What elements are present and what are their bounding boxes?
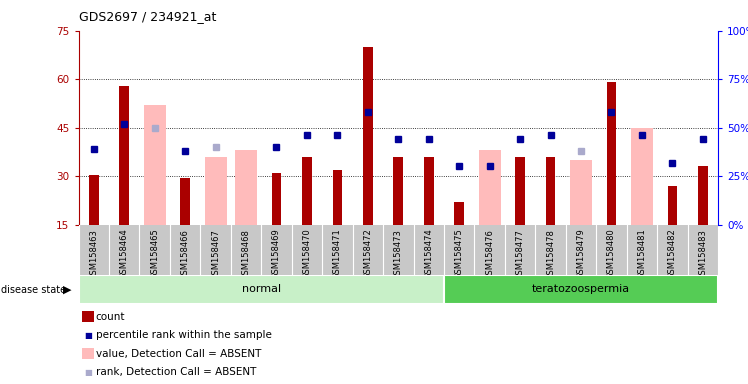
- Text: GDS2697 / 234921_at: GDS2697 / 234921_at: [79, 10, 216, 23]
- Bar: [180, 178, 190, 225]
- Bar: [333, 170, 343, 225]
- Text: GSM158482: GSM158482: [668, 228, 677, 280]
- Text: GSM158473: GSM158473: [393, 228, 403, 280]
- Text: teratozoospermia: teratozoospermia: [532, 284, 630, 295]
- Text: value, Detection Call = ABSENT: value, Detection Call = ABSENT: [96, 349, 261, 359]
- Text: GSM158466: GSM158466: [180, 228, 190, 280]
- Text: GSM158475: GSM158475: [455, 228, 464, 280]
- Bar: [631, 128, 653, 225]
- Bar: [479, 150, 500, 225]
- Text: GSM158464: GSM158464: [120, 228, 129, 280]
- Text: GSM158465: GSM158465: [150, 228, 159, 280]
- Text: GSM158483: GSM158483: [699, 228, 708, 280]
- Text: percentile rank within the sample: percentile rank within the sample: [96, 330, 272, 340]
- Text: normal: normal: [242, 284, 280, 295]
- Bar: [546, 157, 556, 225]
- Bar: [570, 160, 592, 225]
- Text: GSM158479: GSM158479: [577, 228, 586, 280]
- Bar: [515, 157, 525, 225]
- Bar: [363, 47, 373, 225]
- Text: ■: ■: [84, 331, 92, 340]
- Bar: [302, 157, 312, 225]
- Bar: [120, 86, 129, 225]
- Text: GSM158468: GSM158468: [242, 228, 251, 280]
- Text: count: count: [96, 312, 125, 322]
- Text: GSM158480: GSM158480: [607, 228, 616, 280]
- Text: GSM158476: GSM158476: [485, 228, 494, 280]
- Text: GSM158471: GSM158471: [333, 228, 342, 280]
- Bar: [667, 186, 677, 225]
- Text: GSM158477: GSM158477: [515, 228, 524, 280]
- Bar: [79, 275, 444, 304]
- Bar: [698, 167, 708, 225]
- Bar: [454, 202, 464, 225]
- Text: ■: ■: [84, 367, 92, 377]
- Text: GSM158478: GSM158478: [546, 228, 555, 280]
- Bar: [444, 275, 718, 304]
- Text: GSM158469: GSM158469: [272, 228, 281, 280]
- Bar: [235, 150, 257, 225]
- Text: ▶: ▶: [63, 285, 71, 295]
- Text: GSM158463: GSM158463: [89, 228, 98, 280]
- Text: GSM158470: GSM158470: [302, 228, 311, 280]
- Text: GSM158481: GSM158481: [637, 228, 646, 280]
- Bar: [424, 157, 434, 225]
- Text: GSM158472: GSM158472: [364, 228, 373, 280]
- Bar: [272, 173, 281, 225]
- Text: GSM158467: GSM158467: [211, 228, 220, 280]
- Bar: [89, 175, 99, 225]
- Bar: [607, 83, 616, 225]
- Bar: [205, 157, 227, 225]
- Text: rank, Detection Call = ABSENT: rank, Detection Call = ABSENT: [96, 367, 256, 377]
- Text: disease state: disease state: [1, 285, 67, 295]
- Text: GSM158474: GSM158474: [424, 228, 433, 280]
- Bar: [393, 157, 403, 225]
- Bar: [144, 105, 165, 225]
